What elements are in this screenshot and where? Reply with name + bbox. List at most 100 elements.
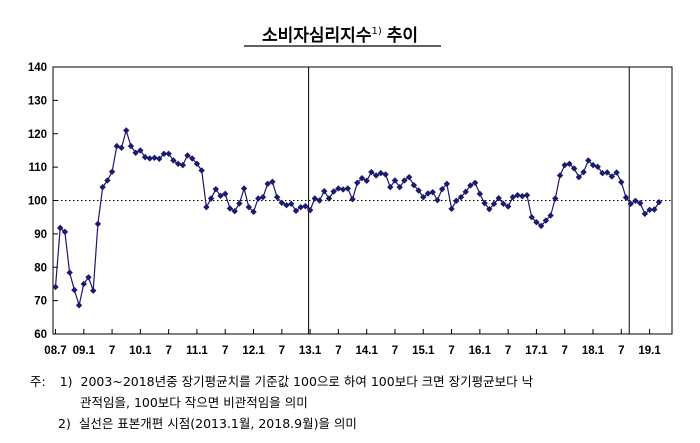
sample-revision-lines — [308, 67, 630, 334]
chart-title-superscript: 1) — [371, 26, 381, 37]
x-tick-label: 14.1 — [355, 345, 378, 357]
note-2-line-1: 실선은 표본개편 시점(2013.1월, 2018.9월)을 의미 — [78, 416, 357, 431]
data-point — [316, 197, 323, 204]
data-point — [288, 200, 295, 208]
data-point — [311, 195, 319, 202]
data-point — [618, 178, 625, 186]
data-point — [344, 185, 352, 192]
data-point — [146, 155, 153, 162]
x-axis: 08.7 09.1 7 10.1 7 11.1 7 12.1 7 13.1 7 14.1 7 15.1 7 1… — [44, 329, 661, 357]
data-point — [269, 178, 276, 186]
note-2-number: 2) — [58, 416, 71, 431]
data-point — [127, 142, 135, 150]
data-point — [641, 210, 649, 218]
data-point — [302, 202, 309, 210]
data-point — [519, 192, 526, 200]
data-point — [151, 154, 158, 161]
x-tick-label: 12.1 — [242, 345, 265, 357]
data-point — [443, 180, 451, 188]
data-point — [118, 144, 125, 151]
y-tick-label: 70 — [34, 296, 47, 308]
data-point — [528, 213, 535, 221]
data-point — [250, 208, 257, 216]
data-point — [415, 187, 422, 194]
data-point — [481, 199, 488, 207]
x-tick-label: 7 — [335, 345, 341, 357]
data-point — [170, 157, 177, 164]
data-point — [622, 194, 630, 201]
x-tick-label: 09.1 — [73, 345, 96, 357]
data-point — [651, 206, 658, 213]
data-point — [297, 203, 304, 211]
data-point — [321, 187, 328, 195]
data-point — [585, 157, 592, 164]
x-tick-label: 7 — [448, 345, 454, 357]
data-point — [434, 196, 441, 204]
data-point — [264, 180, 271, 188]
data-point — [222, 190, 229, 198]
note-1: 주: 1) 2003~2018년중 장기평균치를 기준값 100으로 하여 10… — [30, 371, 533, 392]
data-point — [368, 168, 375, 176]
data-point — [174, 160, 182, 167]
y-tick-label: 60 — [34, 329, 47, 341]
data-point — [547, 212, 554, 219]
data-point — [396, 183, 403, 191]
x-tick-label: 7 — [109, 345, 115, 357]
data-point — [471, 179, 479, 187]
data-point — [325, 195, 333, 202]
data-point — [533, 218, 540, 226]
data-point — [94, 220, 102, 228]
data-point — [231, 207, 238, 215]
x-tick-label: 17.1 — [525, 345, 548, 357]
data-point — [278, 199, 286, 207]
data-point — [104, 177, 111, 184]
data-point — [71, 286, 78, 294]
data-point — [575, 173, 583, 181]
y-tick-label: 100 — [28, 196, 47, 208]
data-point — [627, 200, 634, 208]
data-point — [358, 174, 366, 182]
data-point — [467, 182, 474, 189]
x-tick-label: 11.1 — [186, 345, 208, 357]
data-point — [85, 274, 92, 281]
data-point — [259, 193, 267, 201]
data-point — [212, 185, 220, 193]
data-point — [123, 127, 130, 134]
x-tick-label: 7 — [562, 345, 568, 357]
data-point — [273, 193, 281, 201]
data-point — [349, 195, 356, 203]
data-point — [457, 193, 465, 201]
data-point — [594, 163, 601, 170]
x-tick-label: 7 — [222, 345, 228, 357]
y-tick-label: 140 — [28, 62, 47, 74]
data-point — [90, 287, 97, 294]
note-1-line-2: 관적임을, 100보다 작으면 비관적임을 의미 — [80, 395, 308, 410]
data-points — [52, 127, 663, 309]
data-point — [156, 155, 163, 162]
data-point — [255, 195, 262, 202]
data-point — [613, 169, 620, 176]
data-point — [193, 160, 201, 167]
y-tick-label: 110 — [28, 162, 47, 174]
y-axis: 60 70 80 90 100 110 120 130 140 — [28, 62, 58, 341]
data-point — [363, 177, 370, 185]
y-tick-label: 130 — [28, 95, 47, 107]
data-point — [99, 183, 106, 191]
data-point — [66, 269, 73, 276]
x-tick-label: 13.1 — [299, 345, 322, 357]
data-point — [240, 185, 248, 192]
note-1-number: 1) — [59, 374, 73, 389]
data-point — [486, 205, 493, 213]
note-prefix: 주: — [30, 374, 46, 389]
y-tick-label: 90 — [34, 229, 47, 241]
x-tick-label: 19.1 — [638, 345, 661, 357]
data-point — [330, 188, 337, 195]
data-point — [448, 205, 455, 213]
data-point — [580, 168, 587, 176]
data-point — [165, 150, 172, 157]
data-point — [137, 147, 144, 154]
data-point — [405, 173, 413, 181]
data-point — [189, 155, 196, 162]
data-point — [132, 149, 139, 156]
